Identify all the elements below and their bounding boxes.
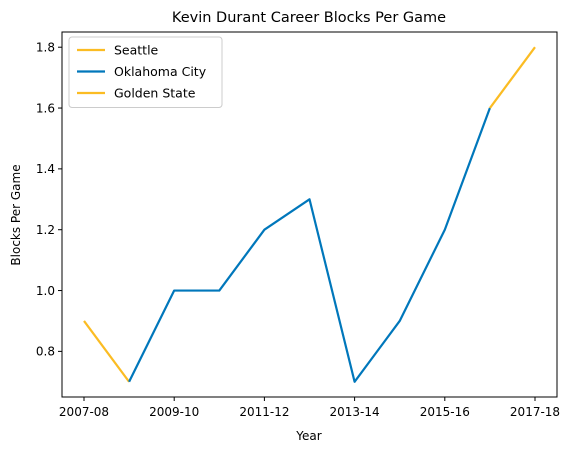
y-tick-label-5: 1.8 xyxy=(36,41,55,55)
x-tick-label-4: 2015-16 xyxy=(420,405,470,419)
x-tick-label-1: 2009-10 xyxy=(149,405,199,419)
y-tick-label-1: 1.0 xyxy=(36,284,55,298)
axes-frame xyxy=(61,31,558,398)
series-line-1 xyxy=(128,107,491,383)
y-tick-label-0: 0.8 xyxy=(36,345,55,359)
x-tick-label-0: 2007-08 xyxy=(59,405,109,419)
plot-area: 2007-08 2009-10 2011-12 2013-14 2015-16 2017-… xyxy=(36,31,560,419)
series-line-2 xyxy=(489,46,536,109)
chart-title: Kevin Durant Career Blocks Per Game xyxy=(172,10,446,26)
y-tick-label-2: 1.2 xyxy=(36,223,55,237)
x-tick-label-2: 2011-12 xyxy=(239,405,289,419)
legend-box xyxy=(68,36,223,108)
x-tick-label-3: 2013-14 xyxy=(330,405,380,419)
y-tick-label-3: 1.4 xyxy=(36,162,55,176)
x-tick-label-5: 2017-18 xyxy=(510,405,560,419)
legend-label-0: Seattle xyxy=(114,43,159,58)
y-tick-label-4: 1.6 xyxy=(36,101,55,115)
series-line-0 xyxy=(83,320,130,383)
legend-label-1: Oklahoma City xyxy=(114,64,207,79)
x-axis-label: Year xyxy=(295,429,321,443)
legend: Seattle Oklahoma City Golden State xyxy=(68,36,223,108)
y-axis-label: Blocks Per Game xyxy=(9,164,23,265)
legend-label-2: Golden State xyxy=(114,86,196,101)
